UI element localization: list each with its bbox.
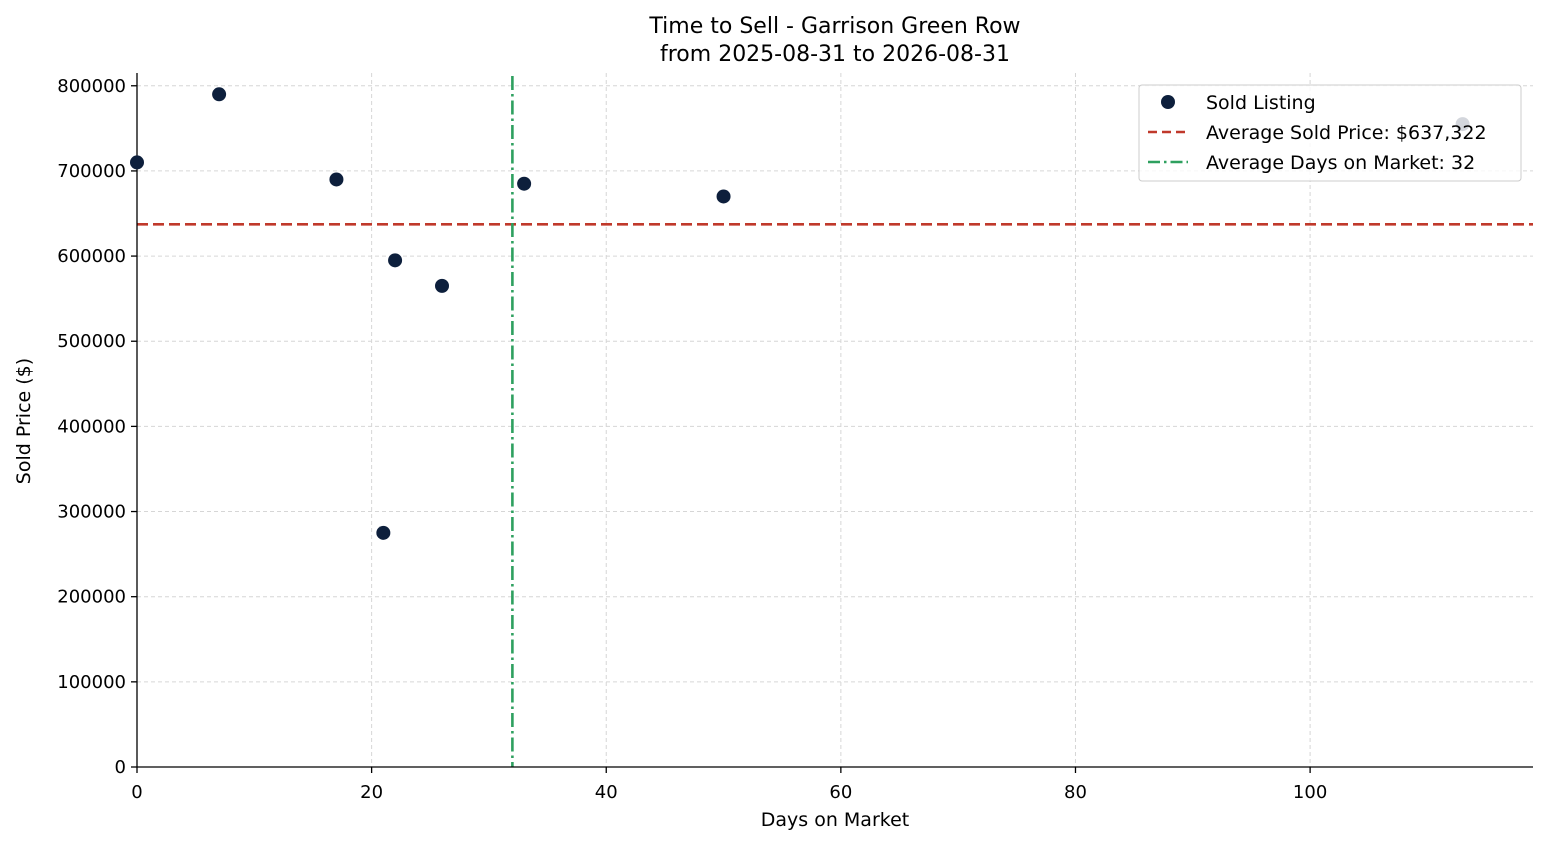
sold-listing-point	[130, 155, 144, 170]
legend-label-average-days-on-market: Average Days on Market: 32	[1206, 152, 1475, 174]
axes: 0 20 40 60 80 100 0 100000 200000 300000 400000 500…	[57, 73, 1533, 803]
y-tick-label: 200000	[57, 587, 126, 608]
sold-listing-point	[212, 87, 227, 102]
y-tick-label: 800000	[57, 76, 126, 97]
x-tick-label: 40	[595, 782, 618, 803]
legend-marker-sold-listing	[1161, 95, 1175, 109]
sold-listing-point	[435, 278, 450, 293]
x-tick-label: 0	[131, 782, 142, 803]
x-axis-label: Days on Market	[761, 809, 909, 831]
x-tick-label: 100	[1293, 782, 1327, 803]
legend-box	[1138, 84, 1522, 182]
y-tick-label: 700000	[57, 161, 126, 182]
chart-title: Time to Sell - Garrison Green Row	[648, 14, 1020, 39]
sold-listing-point	[388, 253, 403, 268]
y-tick-label: 100000	[57, 672, 126, 693]
sold-listing-point	[716, 189, 731, 204]
x-tick-label: 80	[1064, 782, 1087, 803]
y-tick-label: 600000	[57, 246, 126, 267]
reference-lines	[137, 76, 1533, 767]
y-tick-label: 300000	[57, 502, 126, 523]
legend-label-sold-listing: Sold Listing	[1206, 92, 1316, 114]
sold-listing-point	[329, 172, 344, 187]
y-tick-label: 400000	[57, 416, 126, 437]
x-tick-label: 60	[829, 782, 852, 803]
y-tick-label: 500000	[57, 331, 126, 352]
legend-label-average-sold-price: Average Sold Price: $637,322	[1206, 122, 1487, 144]
x-tick-label: 20	[360, 782, 383, 803]
legend: Sold Listing Average Sold Price: $637,322…	[1138, 84, 1522, 182]
sold-listing-point	[517, 176, 532, 191]
sold-listing-point	[376, 525, 391, 540]
y-axis-label: Sold Price ($)	[13, 358, 35, 484]
y-tick-label: 0	[115, 757, 126, 778]
chart-subtitle: from 2025-08-31 to 2026-08-31	[660, 42, 1010, 67]
data-points	[130, 87, 1470, 540]
